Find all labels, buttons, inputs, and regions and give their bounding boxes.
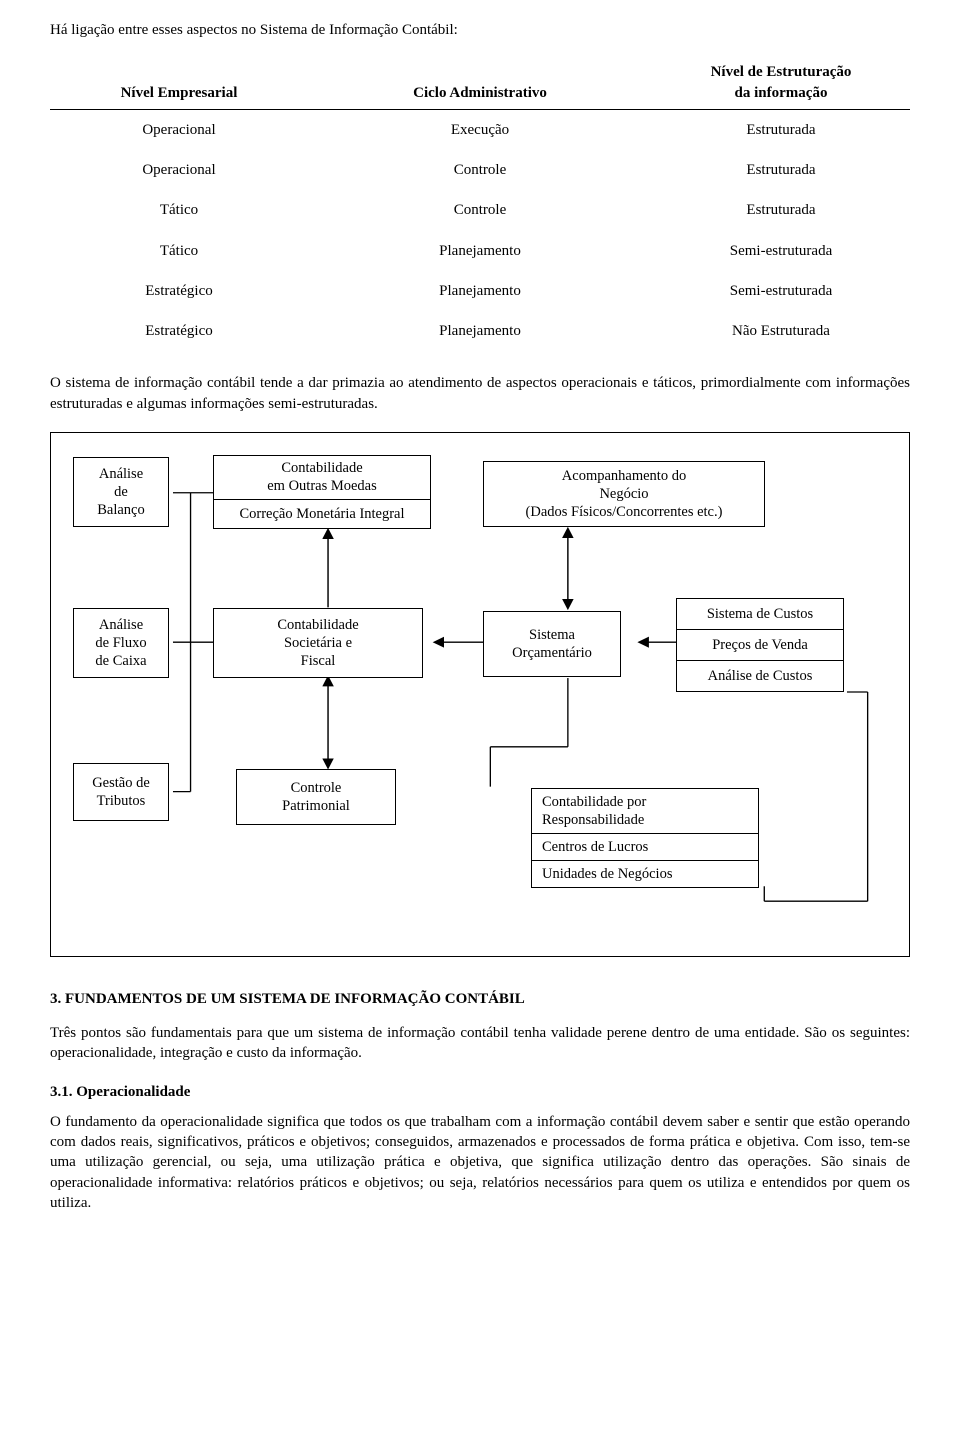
label: Gestão de bbox=[74, 774, 168, 792]
diagram-container: Análise de Balanço Contabilidade em Outr… bbox=[50, 432, 910, 957]
label: (Dados Físicos/Concorrentes etc.) bbox=[484, 503, 764, 521]
label: Acompanhamento do bbox=[484, 467, 764, 485]
label: Análise de Custos bbox=[708, 667, 813, 685]
table-header-col3: Nível de Estruturação da informação bbox=[652, 58, 910, 109]
cell: Semi-estruturada bbox=[652, 231, 910, 271]
label: de Caixa bbox=[74, 652, 168, 670]
node-sistema-orcamentario: Sistema Orçamentário bbox=[483, 611, 621, 677]
cell: Estratégico bbox=[50, 311, 308, 351]
label: Análise bbox=[74, 616, 168, 634]
intro-text: Há ligação entre esses aspectos no Siste… bbox=[50, 20, 910, 40]
node-controle-patrimonial: Controle Patrimonial bbox=[236, 769, 396, 825]
label: Orçamentário bbox=[484, 644, 620, 662]
table-row: Estratégico Planejamento Não Estruturada bbox=[50, 311, 910, 351]
label: de Fluxo bbox=[74, 634, 168, 652]
label: Negócio bbox=[484, 485, 764, 503]
levels-table: Nível Empresarial Ciclo Administrativo N… bbox=[50, 58, 910, 351]
label: Unidades de Negócios bbox=[542, 866, 672, 882]
label: Societária e bbox=[214, 634, 422, 652]
table-header-col3-line2: da informação bbox=[735, 85, 828, 101]
table-row: Tático Controle Estruturada bbox=[50, 190, 910, 230]
cell: Semi-estruturada bbox=[652, 271, 910, 311]
node-analise-fluxo: Análise de Fluxo de Caixa bbox=[73, 608, 169, 678]
table-row: Operacional Controle Estruturada bbox=[50, 150, 910, 190]
node-contab-responsabilidade: Contabilidade por Responsabilidade Centr… bbox=[531, 788, 759, 888]
table-header-col3-line1: Nível de Estruturação bbox=[711, 64, 852, 80]
label: Centros de Lucros bbox=[542, 839, 648, 855]
cell: Estruturada bbox=[652, 190, 910, 230]
cell: Estratégico bbox=[50, 271, 308, 311]
cell: Operacional bbox=[50, 109, 308, 150]
diagram-connectors bbox=[51, 433, 909, 956]
label: Tributos bbox=[74, 792, 168, 810]
section-3-para: Três pontos são fundamentais para que um… bbox=[50, 1023, 910, 1064]
node-custos-stack: Sistema de Custos Preços de Venda Anális… bbox=[676, 598, 844, 692]
label: Balanço bbox=[74, 501, 168, 519]
cell: Planejamento bbox=[308, 271, 652, 311]
section-3-1-para: O fundamento da operacionalidade signifi… bbox=[50, 1112, 910, 1213]
middle-paragraph: O sistema de informação contábil tende a… bbox=[50, 373, 910, 414]
node-analise-balanco: Análise de Balanço bbox=[73, 457, 169, 527]
node-acompanhamento: Acompanhamento do Negócio (Dados Físicos… bbox=[483, 461, 765, 527]
node-gestao-tributos: Gestão de Tributos bbox=[73, 763, 169, 821]
cell: Controle bbox=[308, 190, 652, 230]
label: Preços de Venda bbox=[712, 636, 808, 654]
section-3-1-title: 3.1. Operacionalidade bbox=[50, 1082, 910, 1102]
label: Contabilidade bbox=[214, 616, 422, 634]
section-3-title: 3. FUNDAMENTOS DE UM SISTEMA DE INFORMAÇ… bbox=[50, 989, 910, 1009]
table-row: Tático Planejamento Semi-estruturada bbox=[50, 231, 910, 271]
table-row: Estratégico Planejamento Semi-estruturad… bbox=[50, 271, 910, 311]
cell: Estruturada bbox=[652, 109, 910, 150]
cell: Operacional bbox=[50, 150, 308, 190]
node-contab-societaria: Contabilidade Societária e Fiscal bbox=[213, 608, 423, 678]
cell: Tático bbox=[50, 190, 308, 230]
table-row: Operacional Execução Estruturada bbox=[50, 109, 910, 150]
table-header-col1: Nível Empresarial bbox=[50, 58, 308, 109]
label: Controle bbox=[237, 779, 395, 797]
cell: Execução bbox=[308, 109, 652, 150]
label: Responsabilidade bbox=[542, 812, 644, 828]
label: Sistema de Custos bbox=[707, 605, 813, 623]
cell: Tático bbox=[50, 231, 308, 271]
label: de bbox=[74, 483, 168, 501]
node-contab-moedas: Contabilidade em Outras Moedas Correção … bbox=[213, 455, 431, 529]
cell: Planejamento bbox=[308, 231, 652, 271]
label: Análise bbox=[74, 465, 168, 483]
cell: Controle bbox=[308, 150, 652, 190]
label: Fiscal bbox=[214, 652, 422, 670]
label: Sistema bbox=[484, 626, 620, 644]
table-header-col2: Ciclo Administrativo bbox=[308, 58, 652, 109]
label: Patrimonial bbox=[237, 797, 395, 815]
cell: Estruturada bbox=[652, 150, 910, 190]
label: Contabilidade bbox=[214, 459, 430, 477]
cell: Planejamento bbox=[308, 311, 652, 351]
label: em Outras Moedas bbox=[214, 477, 430, 495]
label: Contabilidade por bbox=[542, 794, 646, 810]
cell: Não Estruturada bbox=[652, 311, 910, 351]
label: Correção Monetária Integral bbox=[239, 506, 404, 522]
